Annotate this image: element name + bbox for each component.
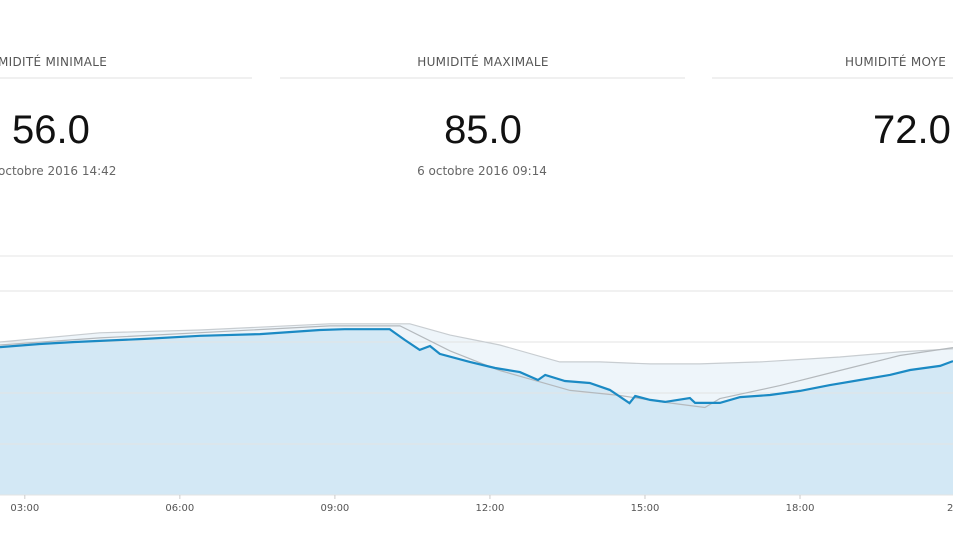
area bbox=[0, 329, 953, 495]
line bbox=[0, 325, 953, 409]
x-tick-label: 15:00 bbox=[631, 503, 660, 514]
x-tick-label: 12:00 bbox=[476, 503, 505, 514]
x-tick-label: 06:00 bbox=[165, 503, 194, 514]
stat-title: HUMIDITÉ MAXIMALE bbox=[417, 54, 548, 69]
stat-value: 85.0 bbox=[444, 108, 522, 152]
x-tick-label: 03:00 bbox=[10, 503, 39, 514]
stat-time: octobre 2016 14:42 bbox=[0, 164, 116, 178]
x-tick-label: 21: bbox=[947, 503, 953, 514]
stat-title: MIDITÉ MINIMALE bbox=[0, 54, 107, 69]
stat-time: 6 octobre 2016 09:14 bbox=[417, 164, 547, 178]
line bbox=[0, 328, 953, 405]
x-tick-label: 18:00 bbox=[786, 503, 815, 514]
line bbox=[0, 323, 953, 365]
stat-value: 72.0 bbox=[873, 108, 951, 152]
stat-title: HUMIDITÉ MOYE bbox=[845, 54, 946, 69]
x-tick-label: 09:00 bbox=[320, 503, 349, 514]
stat-value: 56.0 bbox=[12, 108, 90, 152]
chart: 03:00 06:00 09:00 12:00 15:00 18:00 21: bbox=[0, 255, 953, 514]
